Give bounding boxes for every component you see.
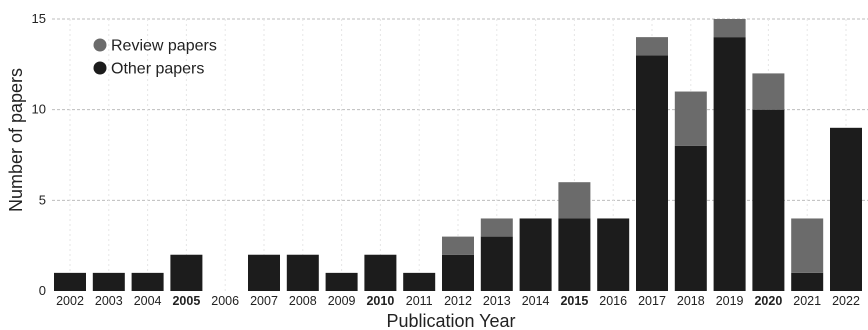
x-tick-label: 2022: [832, 294, 860, 308]
legend: Review papers Other papers: [93, 38, 217, 78]
bar-other-papers-2019: [713, 37, 746, 292]
bar-other-papers-2022: [830, 127, 862, 291]
bar-other-papers-2002: [54, 272, 86, 291]
bars: [54, 19, 862, 292]
y-tick-label: 5: [39, 192, 46, 207]
y-tick-label: 10: [32, 102, 46, 117]
legend-marker: [93, 61, 107, 75]
y-tick-labels: 0 5 10 15: [32, 11, 46, 298]
bar-other-papers-2021: [791, 272, 824, 291]
bar-other-papers-2015: [558, 218, 591, 291]
x-tick-label: 2012: [444, 294, 472, 308]
bar-other-papers-2016: [597, 218, 630, 291]
bar-review-papers-2013: [480, 218, 513, 237]
legend-marker: [93, 38, 107, 52]
x-tick-label: 2009: [328, 294, 356, 308]
bar-other-papers-2007: [248, 254, 280, 291]
bar-other-papers-2009: [325, 272, 358, 291]
bar-other-papers-2008: [286, 254, 319, 291]
bar-review-papers-2020: [752, 73, 785, 110]
bar-other-papers-2020: [752, 109, 785, 292]
bar-review-papers-2018: [674, 91, 707, 146]
x-tick-label: 2017: [638, 294, 666, 308]
y-axis-title: Number of papers: [6, 68, 26, 212]
x-tick-label: 2004: [134, 294, 162, 308]
bar-review-papers-2019: [713, 19, 746, 38]
x-axis-title: Publication Year: [386, 311, 515, 330]
x-tick-label: 2006: [211, 294, 239, 308]
bar-other-papers-2014: [519, 218, 552, 291]
bar-other-papers-2011: [403, 272, 436, 291]
x-tick-labels: 2002 2003 2004 2005 2006 2007 2008 2009 2010 2011…: [56, 294, 860, 308]
bar-other-papers-2003: [92, 272, 125, 291]
bar-review-papers-2021: [791, 218, 824, 273]
x-tick-label: 2003: [95, 294, 123, 308]
bar-other-papers-2010: [364, 254, 397, 291]
legend-label: Other papers: [111, 61, 204, 78]
bar-review-papers-2017: [636, 37, 668, 56]
y-tick-label: 15: [32, 11, 46, 26]
bar-other-papers-2012: [442, 254, 474, 291]
x-tick-label: 2020: [754, 294, 782, 308]
bar-review-papers-2012: [442, 236, 474, 255]
x-tick-label: 2019: [716, 294, 744, 308]
x-tick-label: 2018: [677, 294, 705, 308]
bar-other-papers-2013: [480, 236, 513, 291]
x-tick-label: 2014: [522, 294, 550, 308]
legend-label: Review papers: [111, 38, 217, 55]
x-tick-label: 2002: [56, 294, 84, 308]
x-tick-label: 2010: [366, 294, 394, 308]
bar-other-papers-2017: [636, 55, 668, 292]
x-tick-label: 2013: [483, 294, 511, 308]
y-tick-label: 0: [39, 283, 46, 298]
bar-other-papers-2004: [131, 272, 164, 291]
x-tick-label: 2021: [793, 294, 821, 308]
x-tick-label: 2008: [289, 294, 317, 308]
bar-other-papers-2005: [170, 254, 203, 291]
bar-other-papers-2018: [674, 145, 707, 291]
x-tick-label: 2011: [406, 294, 433, 308]
x-tick-label: 2016: [599, 294, 627, 308]
x-tick-label: 2007: [250, 294, 278, 308]
x-tick-label: 2005: [172, 294, 200, 308]
bar-review-papers-2015: [558, 182, 591, 219]
x-tick-label: 2015: [560, 294, 588, 308]
